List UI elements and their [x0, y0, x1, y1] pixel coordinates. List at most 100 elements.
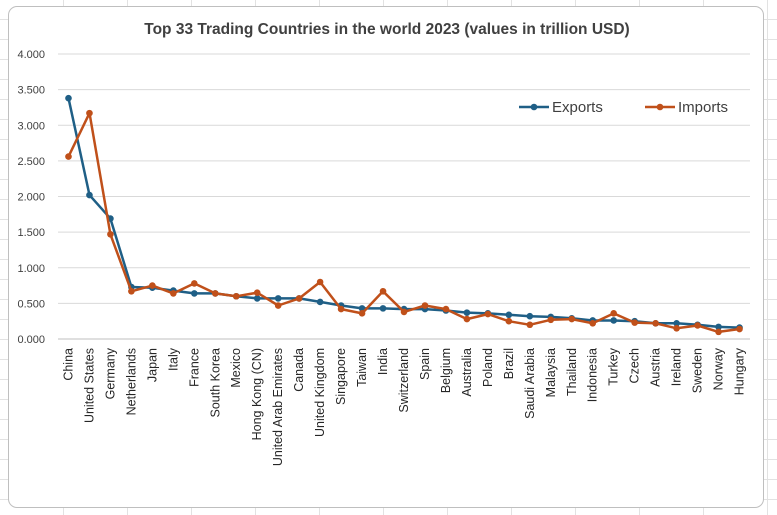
data-point — [673, 325, 680, 332]
x-category-label: Germany — [103, 347, 117, 399]
legend-swatch-marker — [530, 103, 538, 111]
series-imports — [65, 109, 743, 336]
data-point — [442, 305, 450, 313]
x-category-label: Turkey — [607, 347, 621, 385]
data-point — [358, 310, 366, 317]
data-point — [149, 282, 156, 289]
legend-item-imports: Imports — [645, 99, 728, 116]
data-point — [526, 312, 534, 320]
data-point — [86, 109, 93, 117]
legend-label: Imports — [678, 99, 728, 116]
data-point — [673, 320, 680, 327]
y-tick-label: 1.500 — [17, 227, 45, 239]
chart-area[interactable]: 4.000 3.500 3.000 2.500 2.000 1.500 1.000 0.500… — [8, 6, 764, 508]
y-tick-label: 1.000 — [17, 263, 45, 275]
x-category-label: Belgium — [439, 348, 453, 393]
x-category-label: South Korea — [208, 348, 222, 418]
data-point — [421, 302, 429, 309]
data-point — [232, 292, 240, 300]
x-category-label: Canada — [292, 348, 306, 392]
data-point — [65, 94, 72, 102]
x-category-label: Hungary — [733, 347, 747, 395]
x-category-label: United Kingdom — [313, 348, 327, 437]
x-category-label: Taiwan — [355, 348, 369, 387]
y-tick-label: 4.000 — [17, 49, 45, 61]
data-point — [463, 315, 471, 323]
data-point — [295, 295, 303, 302]
y-tick-label: 0.000 — [17, 334, 45, 346]
x-category-label: Thailand — [565, 348, 579, 396]
x-category-label: Netherlands — [124, 348, 138, 415]
y-tick-label: 3.500 — [17, 85, 45, 97]
x-category-label: Czech — [628, 348, 642, 383]
x-category-label: India — [376, 348, 390, 375]
series-line — [67, 97, 740, 329]
y-axis-tick-labels: 4.000 3.500 3.000 2.500 2.000 1.500 1.000 0.500… — [17, 49, 45, 346]
x-axis-category-labels: China United States Germany Netherlands Japa… — [61, 347, 746, 466]
y-tick-label: 3.000 — [17, 120, 45, 132]
x-category-label: United Arab Emirates — [271, 348, 285, 466]
x-category-label: Saudi Arabia — [523, 348, 537, 419]
data-point — [715, 323, 722, 331]
legend-item-exports: Exports — [519, 99, 603, 116]
series-line — [67, 111, 740, 334]
x-category-label: Spain — [418, 348, 432, 380]
x-category-label: Poland — [481, 348, 495, 387]
data-point — [568, 315, 576, 323]
legend-swatch-marker — [656, 103, 664, 111]
data-point — [505, 317, 513, 325]
data-point — [610, 310, 617, 317]
data-point — [589, 320, 597, 327]
gridlines — [58, 53, 750, 340]
x-category-label: Australia — [460, 348, 474, 397]
legend-label: Exports — [552, 99, 603, 116]
data-point — [65, 153, 72, 160]
x-category-label: Italy — [166, 347, 180, 371]
legend: Exports Imports — [519, 99, 728, 116]
data-point — [631, 319, 638, 326]
data-point — [736, 325, 743, 333]
data-point — [86, 191, 93, 199]
data-point — [316, 278, 324, 286]
data-point — [128, 287, 135, 295]
x-category-label: Switzerland — [397, 348, 411, 413]
x-category-label: Malaysia — [544, 348, 558, 397]
x-category-label: Singapore — [334, 348, 348, 405]
data-point — [400, 308, 408, 316]
data-point — [253, 289, 261, 296]
y-tick-label: 2.000 — [17, 192, 45, 204]
data-point — [484, 310, 492, 318]
x-category-label: Sweden — [691, 348, 705, 393]
x-category-label: Austria — [649, 348, 663, 387]
data-point — [316, 298, 324, 306]
data-point — [337, 305, 345, 313]
x-category-label: United States — [82, 348, 96, 423]
data-point — [191, 280, 198, 287]
data-point — [107, 230, 114, 238]
x-category-label: Mexico — [229, 348, 243, 388]
data-point — [274, 295, 282, 302]
data-point — [610, 317, 617, 324]
data-point — [505, 311, 513, 319]
y-tick-label: 0.500 — [17, 298, 45, 310]
x-category-label: Norway — [712, 347, 726, 390]
data-point — [379, 305, 387, 312]
series-lines — [65, 94, 743, 336]
x-category-label: France — [187, 348, 201, 387]
data-point — [526, 321, 534, 329]
x-category-label: Japan — [145, 348, 159, 382]
data-point — [379, 287, 387, 295]
data-point — [191, 290, 198, 297]
line-chart: 4.000 3.500 3.000 2.500 2.000 1.500 1.000 0.500… — [17, 21, 750, 466]
data-point — [211, 290, 219, 297]
data-point — [274, 302, 282, 309]
data-point — [170, 290, 177, 297]
chart-title: Top 33 Trading Countries in the world 20… — [144, 21, 629, 38]
x-category-label: Indonesia — [586, 348, 600, 402]
data-point — [652, 320, 659, 327]
data-point — [463, 309, 471, 316]
x-category-label: Ireland — [670, 348, 684, 386]
data-point — [715, 328, 722, 336]
y-tick-label: 2.500 — [17, 156, 45, 168]
x-category-label: China — [61, 348, 75, 381]
